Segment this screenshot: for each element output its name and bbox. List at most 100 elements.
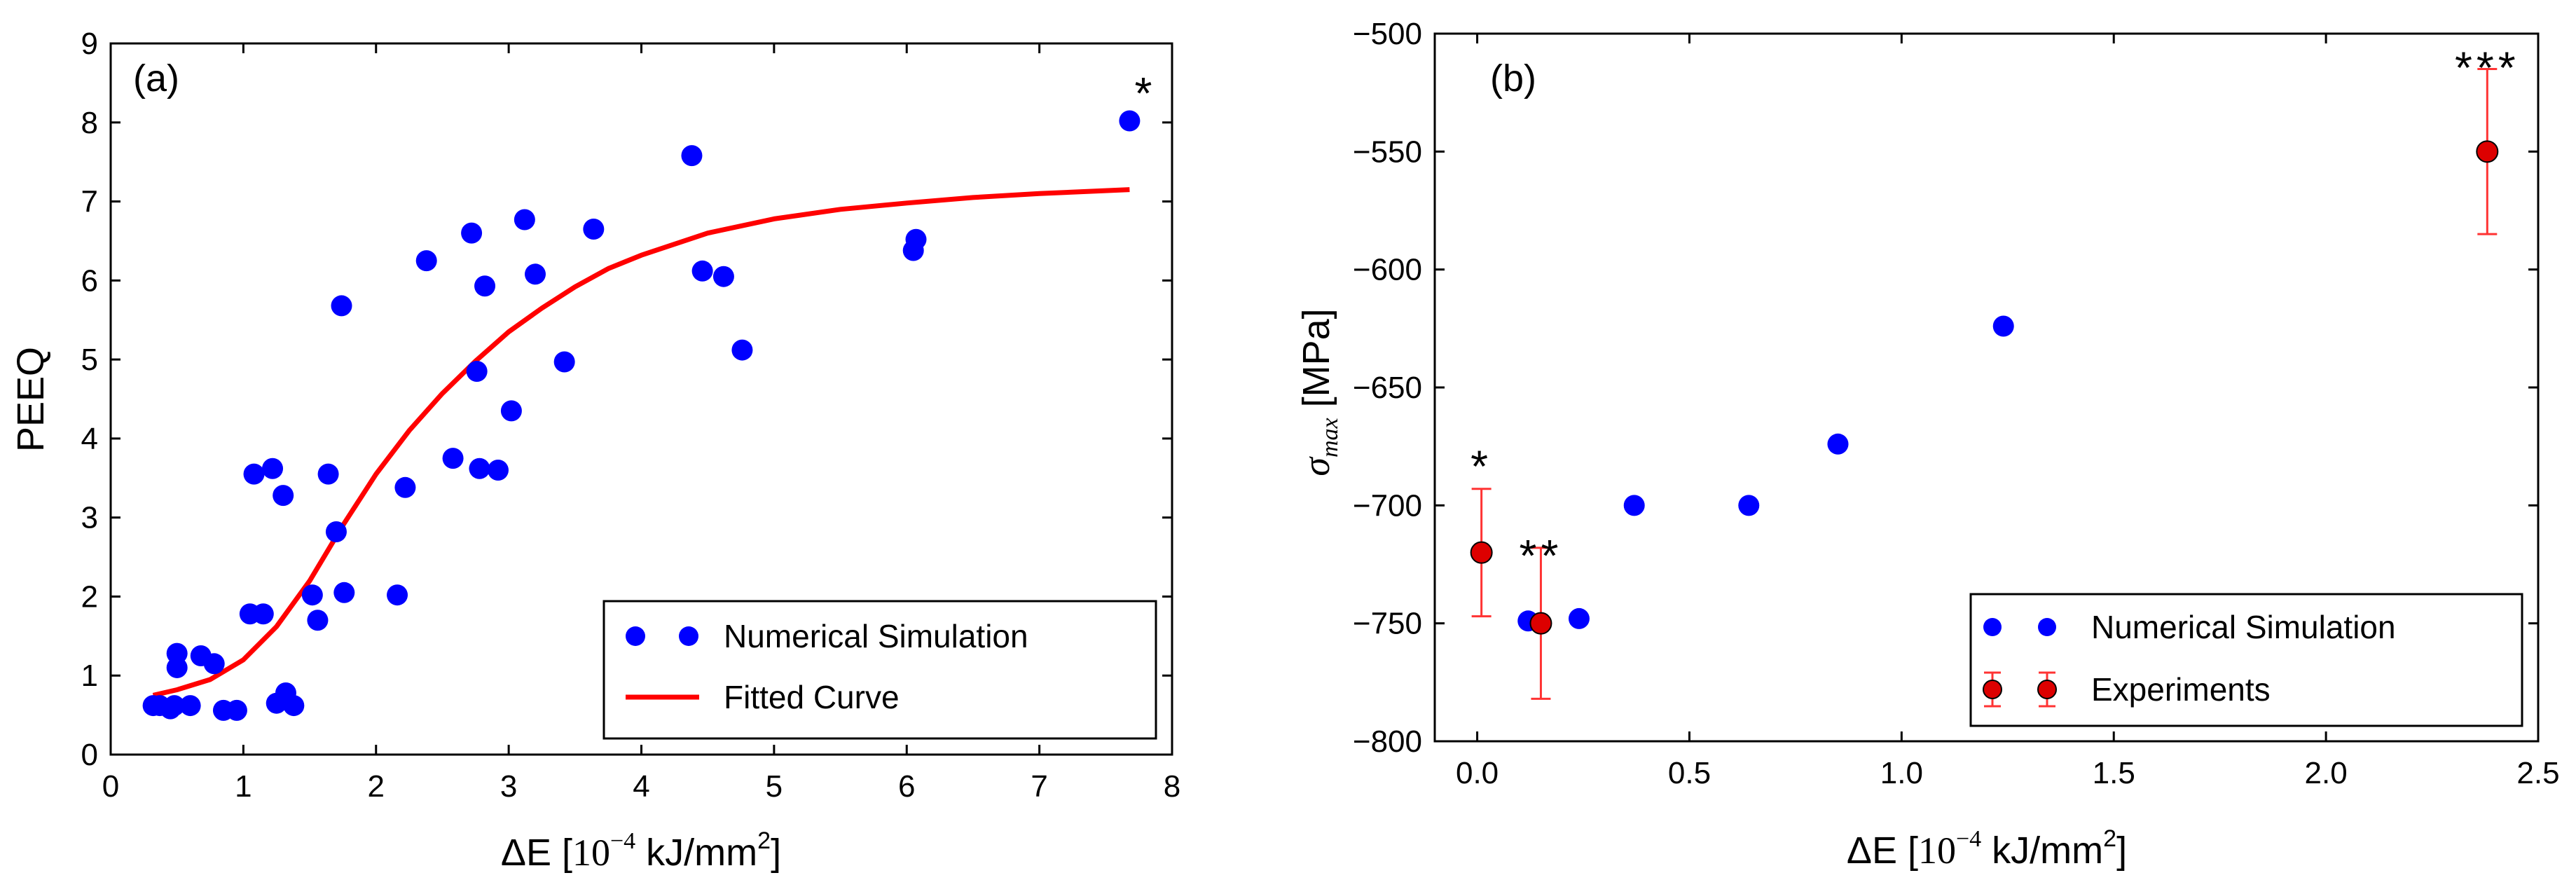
panel-a-fitted-curve-line	[152, 187, 1130, 698]
panel-a-y-tick-label: 8	[81, 106, 98, 140]
panel-a-y-tick-label: 3	[81, 501, 98, 535]
panel-a-x-tick-label: 0	[102, 769, 119, 804]
panel-a-x-tick-label: 8	[1164, 769, 1180, 804]
panel-a-simulation-point	[243, 463, 265, 485]
panel-a-x-tick-label: 1	[235, 769, 252, 804]
panel-b-legend-marker-left	[1983, 618, 2002, 636]
panel-a-marks	[142, 110, 1141, 721]
panel-b-star-annotation: **	[1520, 530, 1563, 581]
panel-b-y-tick-label: −550	[1353, 135, 1422, 169]
panel-a-x-tick-label: 3	[500, 769, 517, 804]
panel-b-y-tick-label: −650	[1353, 371, 1422, 405]
panel-b-legend-errorbar-marker-left	[1983, 671, 2002, 708]
panel-a-simulation-point	[307, 610, 329, 631]
panel-a-simulation-point	[442, 448, 464, 469]
panel-b-y-tick-label: −800	[1353, 724, 1422, 759]
panel-a-simulation-point	[474, 275, 496, 297]
panel-a-legend-marker-left	[626, 626, 645, 646]
panel-a-y-tick-label: 9	[81, 27, 98, 61]
panel-a-simulation-point	[1119, 110, 1141, 132]
panel-a-label: (a)	[133, 57, 179, 99]
panel-a-simulation-point	[394, 476, 416, 498]
panel-b-simulation-point	[1738, 495, 1760, 516]
panel-a-simulation-point	[203, 653, 225, 675]
panel-a-x-tick-label: 5	[766, 769, 783, 804]
panel-a-simulation-point	[500, 400, 522, 422]
panel-b-simulation-point	[1623, 495, 1645, 516]
panel-b-x-tick-label: 0.5	[1668, 756, 1711, 790]
panel-a-simulation-point	[333, 582, 355, 603]
panel-a-simulation-point	[283, 695, 305, 717]
panel-b-ticks: 0.0 0.5 1.0 1.5 2.0 2.5 −800 −750 −700 −650 −600 −5…	[1353, 17, 2560, 790]
panel-a-legend: Numerical Simulation Fitted Curve	[602, 600, 1157, 740]
panel-a-simulation-point	[331, 295, 352, 317]
panel-a-simulation-point	[325, 521, 347, 542]
panel-a-simulation-point	[387, 584, 408, 606]
panel-a-y-tick-label: 6	[81, 263, 98, 298]
panel-a-legend-box	[602, 600, 1157, 740]
panel-a-simulation-point	[163, 695, 185, 717]
panel-a-ticks: 0 1 2 3 4 5 6 7 8 0 1 2 3 4 5 6 7 8 9	[81, 27, 1181, 804]
panel-a-simulation-point	[553, 351, 575, 373]
panel-b-star-annotation: ***	[2455, 42, 2520, 92]
panel-b-simulation-point	[1992, 315, 2014, 337]
panel-b-label: (b)	[1490, 57, 1536, 99]
panel-a-simulation-point	[469, 458, 490, 479]
panel-b-x-tick-label: 2.0	[2305, 756, 2348, 790]
panel-a-legend-label-fitted: Fitted Curve	[724, 679, 900, 715]
panel-b-x-tick-label: 0.0	[1456, 756, 1499, 790]
panel-b-x-tick-label: 2.5	[2516, 756, 2559, 790]
panel-a-simulation-point	[514, 209, 535, 231]
panel-a-legend-marker-right	[679, 626, 698, 646]
panel-a-star-annotation: *	[1135, 68, 1152, 118]
panel-a-x-tick-label: 6	[898, 769, 915, 804]
panel-b-y-tick-label: −750	[1353, 607, 1422, 641]
panel-a-y-tick-label: 4	[81, 422, 98, 456]
panel-b-x-tick-label: 1.5	[2093, 756, 2135, 790]
panel-b-legend-box	[1969, 593, 2523, 727]
panel-a-simulation-point	[226, 699, 247, 721]
panel-b: ****** 0.0 0.5 1.0 1.5 2.0 2.5−800−750−700−65…	[1295, 17, 2560, 872]
panel-b-y-tick-label: −600	[1353, 253, 1422, 287]
panel-b-x-tick-label: 1.0	[1880, 756, 1923, 790]
panel-a-simulation-point	[461, 222, 483, 244]
panel-a-x-tick-label: 4	[633, 769, 649, 804]
panel-a-x-tick-label: 2	[368, 769, 385, 804]
panel-a-y-tick-label: 7	[81, 185, 98, 219]
panel-b-y-tick-label: −700	[1353, 488, 1422, 523]
panel-b-legend-label-experiments: Experiments	[2091, 671, 2271, 708]
panel-a-simulation-point	[179, 695, 201, 717]
panel-a-simulation-point	[466, 361, 488, 383]
panel-b-legend-label-simulation: Numerical Simulation	[2091, 609, 2396, 645]
panel-a-simulation-point	[301, 584, 323, 606]
panel-a-x-tick-label: 7	[1031, 769, 1047, 804]
panel-a-simulation-point	[273, 485, 294, 507]
panel-a-simulation-point	[712, 266, 734, 287]
panel-a-simulation-point	[252, 603, 274, 625]
panel-b-legend-marker-right	[2038, 618, 2056, 636]
panel-b-simulation-point	[1827, 433, 1849, 455]
panel-a-simulation-point	[583, 219, 605, 240]
panel-a-y-tick-label: 5	[81, 343, 98, 377]
panel-b-legend-errorbar-marker-right	[2037, 671, 2057, 708]
panel-a-simulation-point	[262, 458, 284, 479]
panel-a-y-tick-label: 2	[81, 579, 98, 614]
panel-b-experiment-point	[1529, 612, 1552, 635]
panel-a-simulation-point	[681, 145, 703, 167]
panel-a: 0 1 2 3 4 5 6 7 8 0 1 2 3 4 5 6 7 8 9 (a) * PEEQ ΔE [10−4 …	[10, 27, 1180, 874]
panel-b-star-annotation: *	[1470, 441, 1492, 491]
panel-b-y-axis-label: σmax [MPa]	[1295, 308, 1343, 476]
panel-a-simulation-point	[415, 250, 437, 272]
panel-a-simulation-point	[525, 263, 546, 285]
panel-b-x-axis-label: ΔE [10−4 kJ/mm2]	[1847, 825, 2127, 872]
panel-a-simulation-point	[731, 339, 753, 361]
panel-b-marks: ******	[1470, 42, 2520, 700]
panel-a-y-axis-label: PEEQ	[10, 347, 52, 452]
panel-b-y-tick-label: −500	[1353, 17, 1422, 51]
panel-a-x-axis-label: ΔE [10−4 kJ/mm2]	[501, 827, 781, 874]
panel-b-experiment-point	[1470, 541, 1493, 564]
panel-a-simulation-point	[487, 460, 509, 481]
panel-b-experiment-point	[2476, 140, 2499, 163]
panel-a-simulation-point	[317, 463, 339, 485]
